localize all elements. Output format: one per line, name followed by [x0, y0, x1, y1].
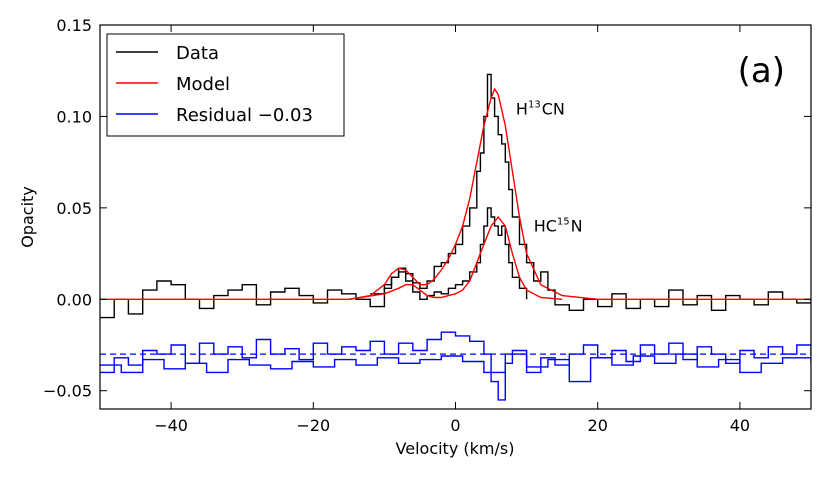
legend-box [106, 33, 345, 137]
x-tick-label: 40 [730, 416, 750, 435]
legend-label: Model [176, 74, 230, 95]
annotation-label: HC15N [534, 217, 583, 236]
y-axis-label: Opacity [18, 186, 37, 248]
panel-label: (a) [738, 51, 785, 91]
x-axis-label: Velocity (km/s) [396, 439, 515, 458]
y-tick-label: 0.10 [56, 107, 92, 126]
ticks-layer: −40 −20 0 20 40 −0.05 0.00 0.05 0.10 0.15 [43, 16, 811, 435]
legend-label: Residual −0.03 [176, 105, 313, 126]
x-tick-label: −40 [154, 416, 188, 435]
y-tick-label: −0.05 [43, 382, 92, 401]
series-line-data-0 [100, 73, 811, 319]
y-tick-label: 0.05 [56, 199, 92, 218]
y-tick-label: 0.15 [56, 16, 92, 35]
annotation-layer: H13CN HC15N [516, 100, 583, 236]
legend-label: Data [176, 43, 219, 64]
series-line-model-3 [348, 215, 563, 300]
series-line-residual-4 [100, 331, 811, 401]
legend: Data Model Residual −0.03 [106, 33, 345, 137]
x-tick-label: 20 [588, 416, 608, 435]
annotation-label: H13CN [516, 100, 565, 119]
y-tick-label: 0.00 [56, 290, 92, 309]
series-line-residual-5 [100, 353, 811, 383]
series-layer [100, 73, 811, 401]
series-line-data-1 [370, 207, 528, 300]
plot-frame [99, 24, 812, 410]
series-line-model-2 [100, 87, 811, 300]
x-tick-label: 0 [450, 416, 460, 435]
x-tick-label: −20 [296, 416, 330, 435]
